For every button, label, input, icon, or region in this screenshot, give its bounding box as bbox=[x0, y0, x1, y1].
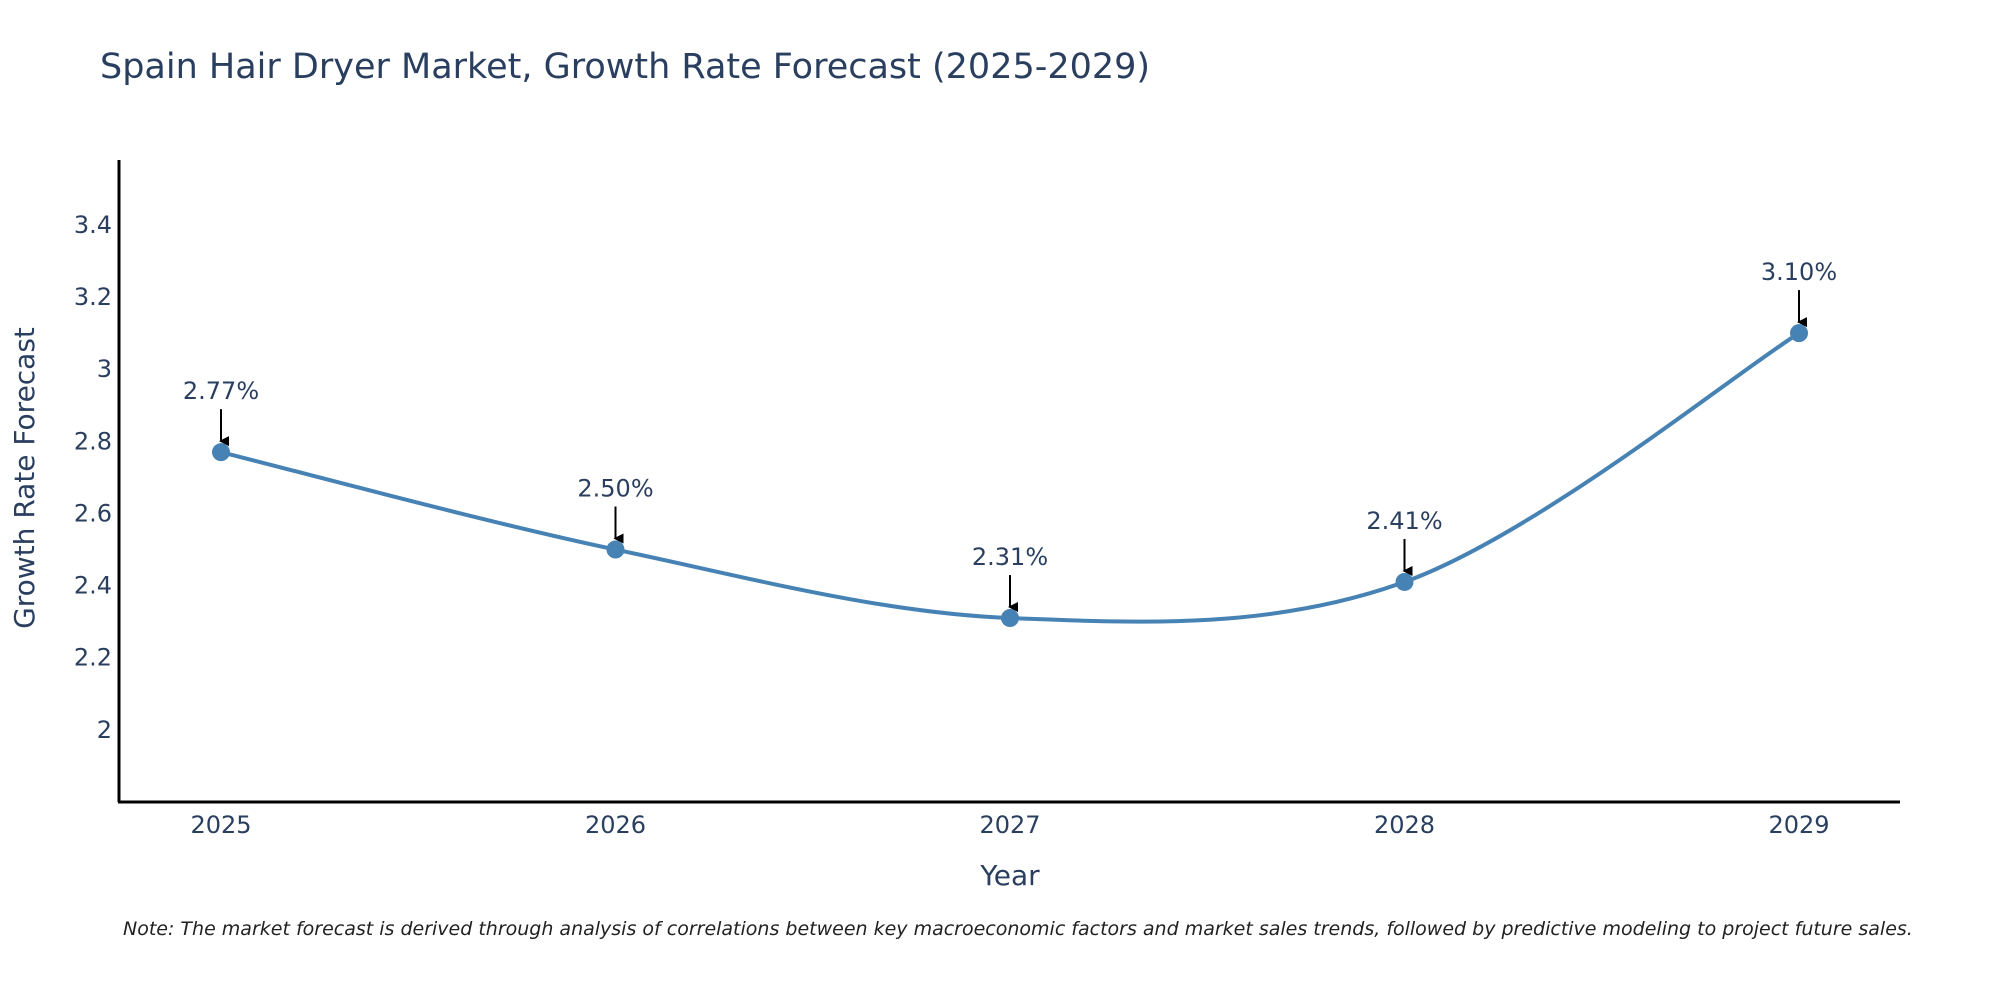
data-label: 2.31% bbox=[972, 543, 1048, 571]
y-tick-label: 3.2 bbox=[74, 283, 112, 311]
x-tick-label: 2026 bbox=[585, 811, 646, 839]
data-label: 2.50% bbox=[577, 475, 653, 503]
x-tick-label: 2025 bbox=[190, 811, 251, 839]
series-layer bbox=[212, 324, 1808, 628]
data-label: 3.10% bbox=[1761, 258, 1837, 286]
y-tick-label: 2 bbox=[97, 716, 112, 744]
x-tick-label: 2028 bbox=[1374, 811, 1435, 839]
x-tick-labels: 2025 2026 2027 2028 2029 bbox=[190, 811, 1829, 839]
data-point bbox=[1001, 609, 1019, 628]
data-point bbox=[606, 540, 625, 559]
y-tick-label: 2.2 bbox=[74, 644, 112, 672]
footer-note: Note: The market forecast is derived thr… bbox=[123, 918, 1913, 940]
chart-title: Spain Hair Dryer Market, Growth Rate For… bbox=[100, 47, 1150, 87]
data-point bbox=[1790, 324, 1808, 343]
data-point bbox=[1395, 572, 1414, 591]
data-point bbox=[212, 443, 230, 462]
x-tick-label: 2027 bbox=[979, 811, 1040, 839]
data-label: 2.41% bbox=[1366, 507, 1442, 535]
x-axis-title: Year bbox=[979, 859, 1040, 892]
annotation-layer: 2.77% 2.50% 2.31% 2.41% 3.10% bbox=[183, 258, 1837, 613]
data-label: 2.77% bbox=[183, 377, 259, 405]
x-tick-label: 2029 bbox=[1768, 811, 1829, 839]
y-tick-label: 3 bbox=[97, 355, 112, 383]
y-tick-label: 3.4 bbox=[74, 211, 112, 239]
y-tick-label: 2.8 bbox=[74, 427, 112, 455]
y-axis-title: Growth Rate Forecast bbox=[8, 327, 41, 629]
y-tick-labels: 2 2.2 2.4 2.6 2.8 3 3.2 3.4 bbox=[74, 211, 112, 744]
y-tick-label: 2.4 bbox=[74, 572, 112, 600]
y-tick-label: 2.6 bbox=[74, 499, 112, 527]
